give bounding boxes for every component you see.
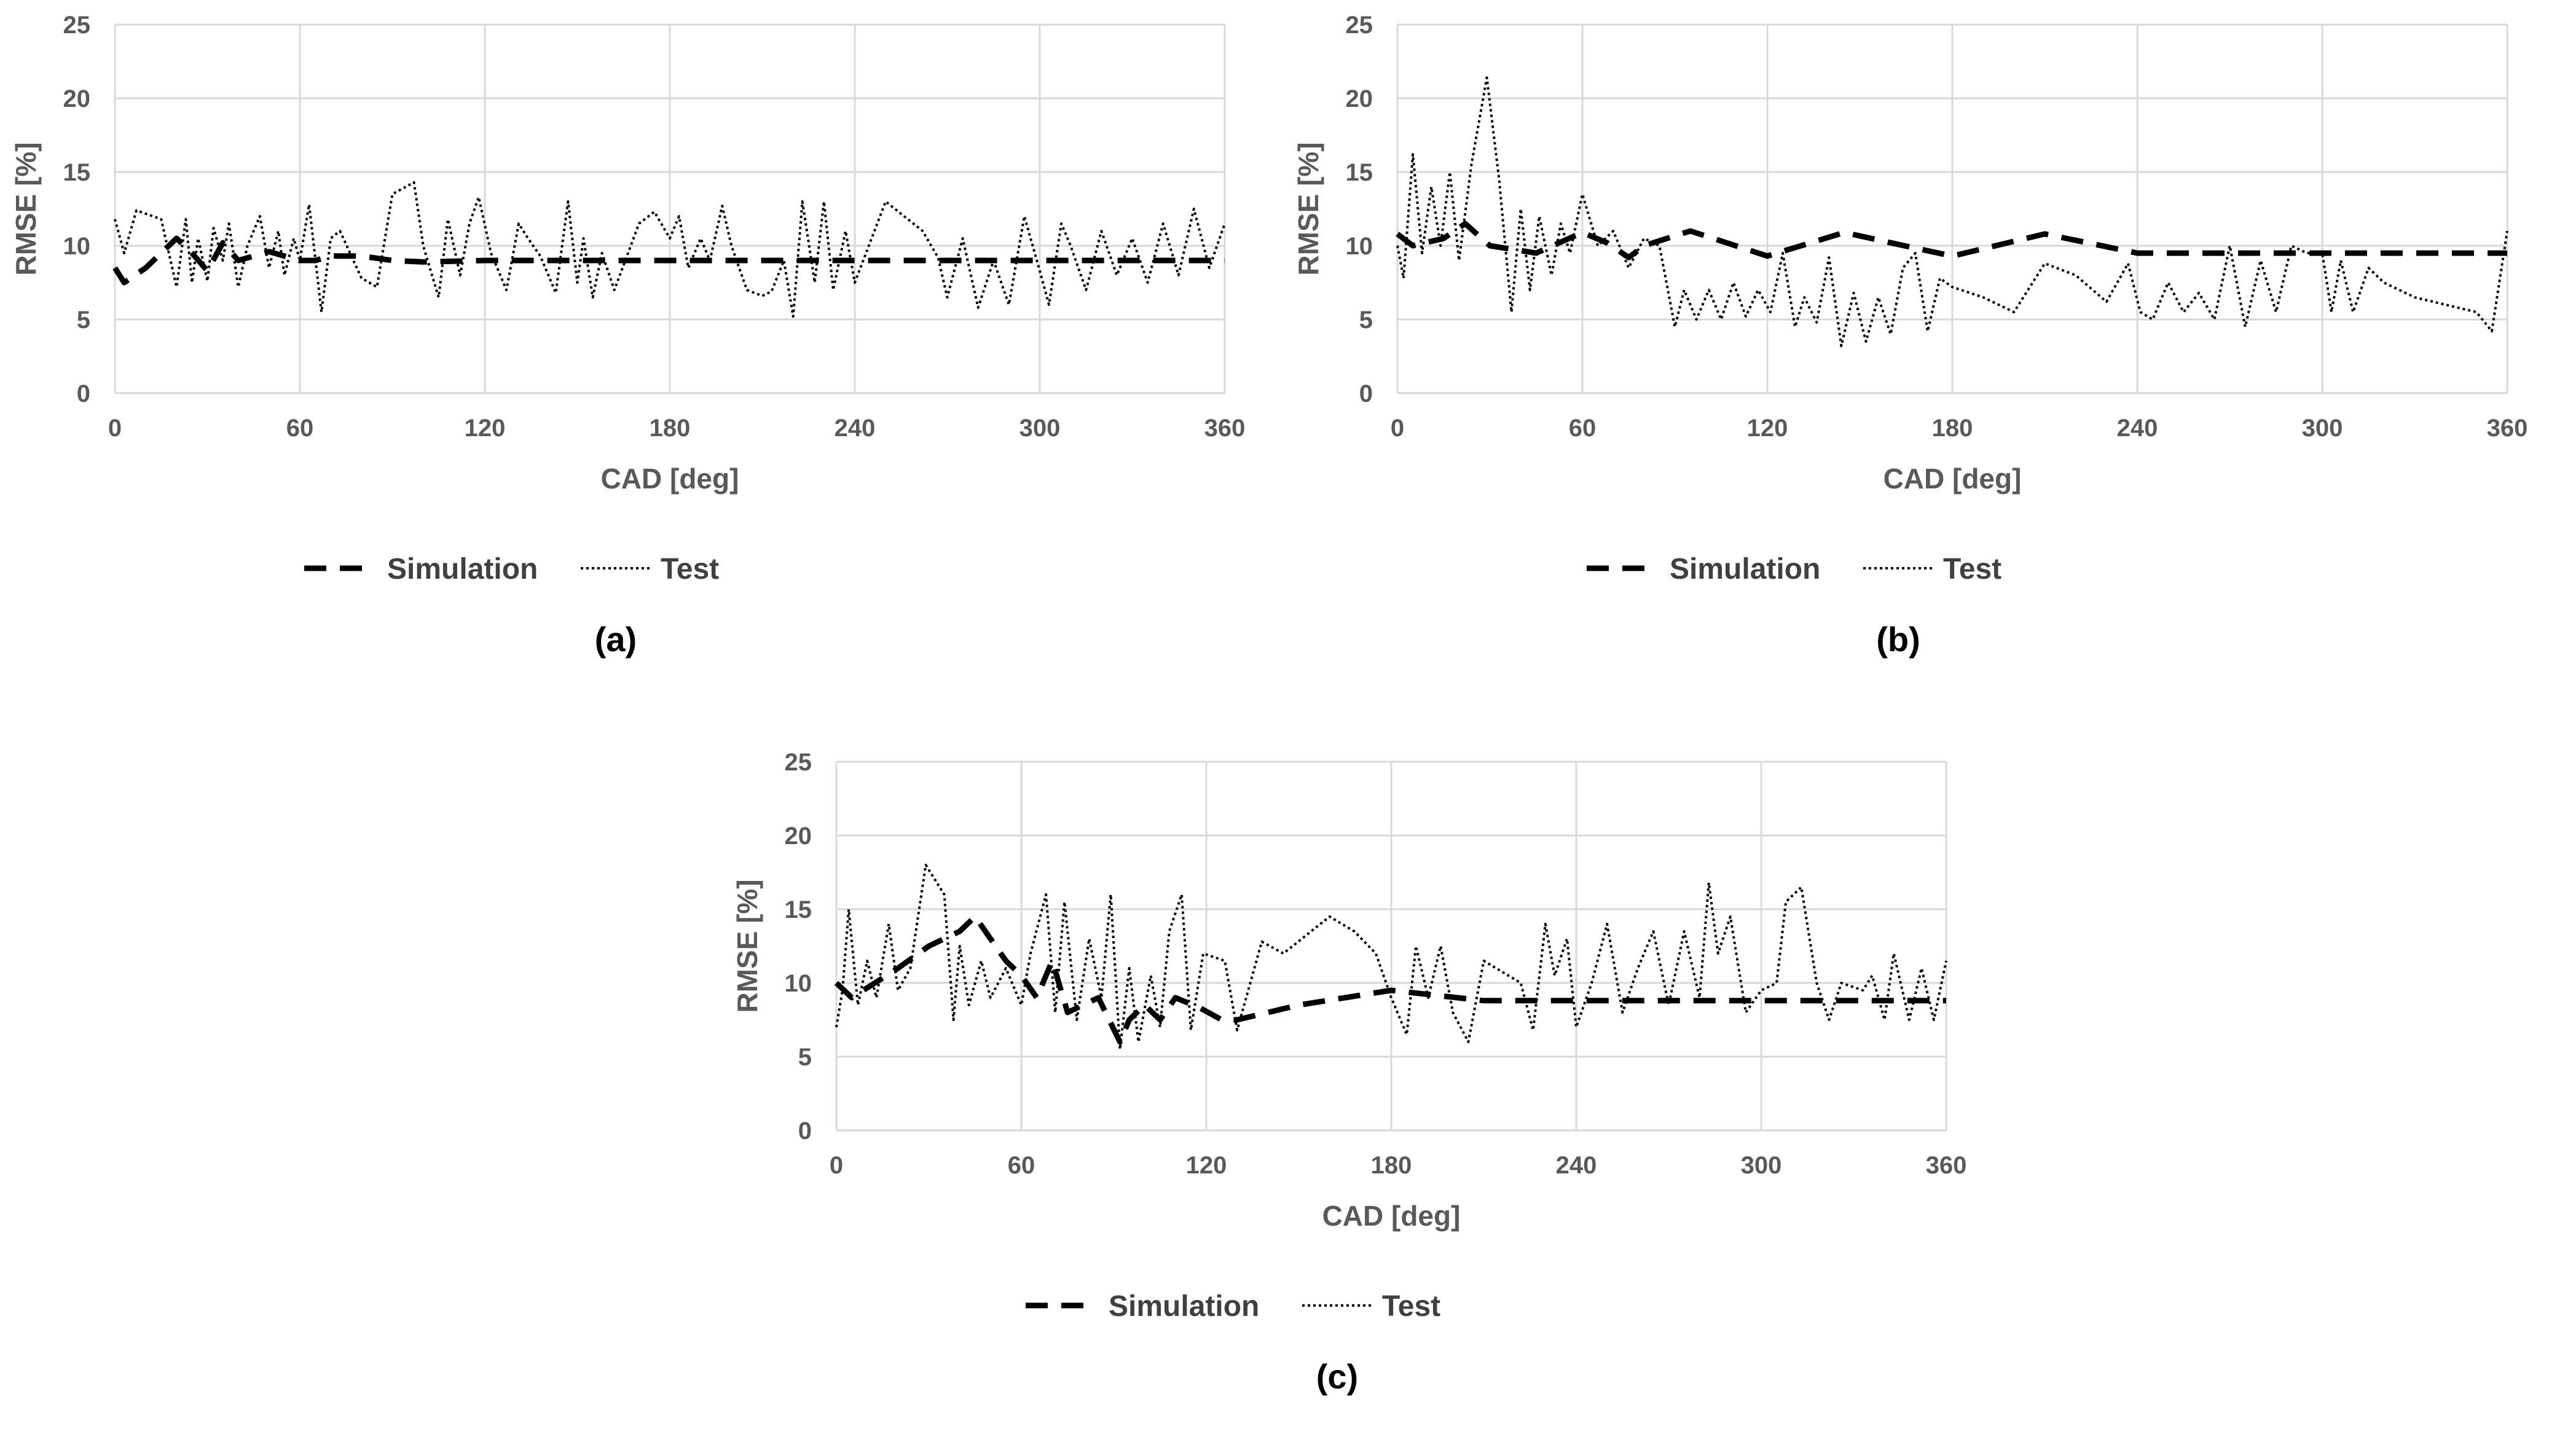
chart-panel-b: 0 5 10 15 20 25 0 60 120 180 240 300 360 CAD [deg] RMS… (1282, 0, 2565, 719)
y-tick-label: 0 (1359, 380, 1373, 407)
x-tick-label: 0 (830, 1152, 843, 1179)
y-tick-label: 10 (1346, 233, 1373, 260)
y-axis-title: RMSE [%] (731, 879, 763, 1012)
x-tick-label: 300 (1019, 415, 1061, 442)
x-tick-label: 0 (1391, 415, 1404, 442)
chart-c: 0 5 10 15 20 25 0 60 120 180 240 300 360 CAD [deg] RMS… (731, 749, 1967, 1396)
x-tick-label: 240 (2117, 415, 2158, 442)
y-tick-label: 0 (77, 380, 90, 407)
y-tick-label: 20 (63, 85, 91, 112)
y-tick-label: 5 (798, 1044, 812, 1071)
y-tick-label: 10 (785, 970, 812, 997)
x-tick-label: 360 (1204, 415, 1246, 442)
y-tick-label: 5 (77, 307, 90, 334)
chart-panel-a: 0 5 10 15 20 25 0 60 120 180 240 300 360 CAD [deg] RMS… (0, 0, 1282, 719)
panel-label: (a) (595, 620, 637, 659)
y-tick-label: 5 (1359, 307, 1373, 334)
panel-label: (c) (1316, 1357, 1358, 1396)
x-tick-label: 240 (835, 415, 876, 442)
chart-a: 0 5 10 15 20 25 0 60 120 180 240 300 360 CAD [deg] RMS… (10, 12, 1246, 659)
x-tick-label: 60 (1008, 1152, 1035, 1179)
y-tick-label: 20 (1346, 85, 1373, 112)
x-tick-label: 360 (2487, 415, 2528, 442)
x-axis-title: CAD [deg] (1322, 1200, 1461, 1232)
y-tick-label: 15 (1346, 159, 1373, 186)
test-line (1396, 76, 2508, 348)
y-tick-label: 0 (798, 1117, 812, 1145)
y-tick-label: 25 (63, 12, 91, 39)
x-tick-label: 120 (1747, 415, 1788, 442)
x-tick-label: 0 (108, 415, 122, 442)
y-tick-label: 20 (785, 823, 812, 850)
legend-test-label: Test (1943, 553, 2001, 585)
x-tick-label: 180 (1371, 1152, 1412, 1179)
x-axis-title: CAD [deg] (1883, 463, 2022, 495)
x-tick-label: 180 (650, 415, 691, 442)
panel-label: (b) (1876, 620, 1920, 659)
x-axis-title: CAD [deg] (601, 463, 739, 495)
x-tick-label: 60 (1569, 415, 1597, 442)
x-tick-label: 120 (465, 415, 506, 442)
simulation-line (834, 914, 1946, 1045)
x-tick-label: 60 (286, 415, 314, 442)
x-tick-label: 300 (1741, 1152, 1782, 1179)
simulation-line (1396, 221, 2507, 260)
legend-simulation-label: Simulation (1670, 553, 1820, 585)
y-axis-title: RMSE [%] (1292, 142, 1324, 275)
x-tick-label: 240 (1556, 1152, 1597, 1179)
test-line (114, 181, 1226, 318)
x-tick-label: 180 (1932, 415, 1973, 442)
legend-simulation-label: Simulation (1109, 1290, 1259, 1323)
y-tick-label: 25 (785, 749, 812, 776)
chart-b: 0 5 10 15 20 25 0 60 120 180 240 300 360 CAD [deg] RMS… (1292, 12, 2528, 659)
y-tick-label: 15 (785, 896, 812, 923)
legend-simulation-label: Simulation (387, 553, 538, 585)
y-axis-title: RMSE [%] (10, 142, 42, 275)
legend-test-label: Test (661, 553, 719, 585)
y-tick-label: 10 (63, 233, 91, 260)
y-tick-label: 15 (63, 159, 91, 186)
y-tick-label: 25 (1346, 12, 1373, 39)
chart-panel-c: 0 5 10 15 20 25 0 60 120 180 240 300 360 CAD [deg] RMS… (721, 737, 2004, 1456)
x-tick-label: 360 (1926, 1152, 1967, 1179)
x-tick-label: 300 (2302, 415, 2343, 442)
x-tick-label: 120 (1186, 1152, 1227, 1179)
legend-test-label: Test (1382, 1290, 1440, 1323)
